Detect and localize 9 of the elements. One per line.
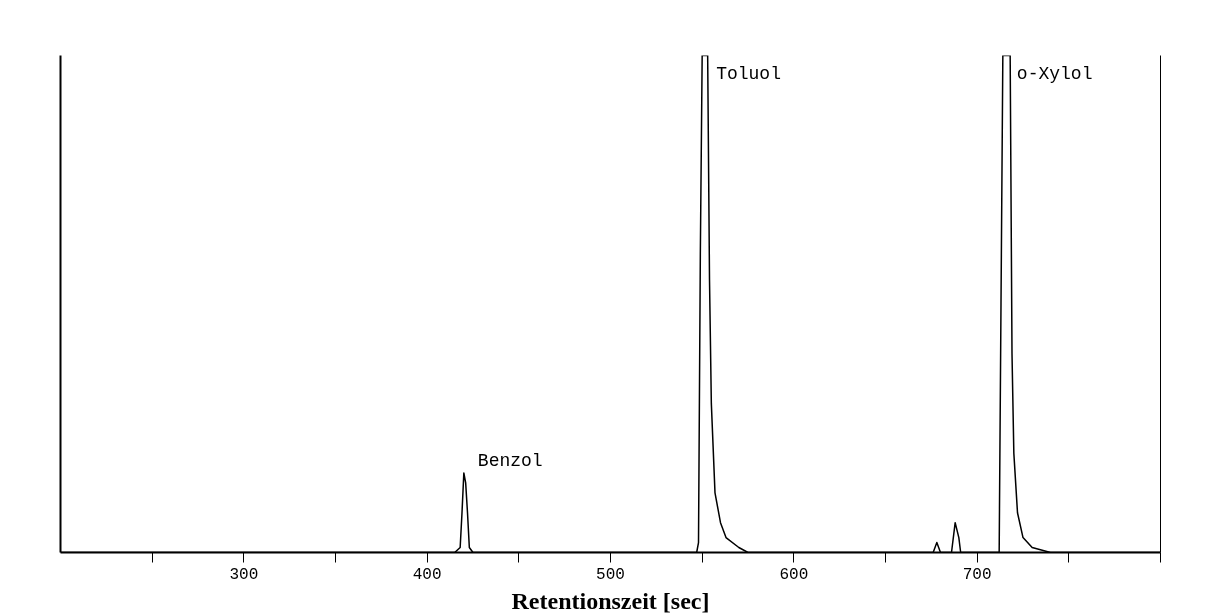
x-tick-label: 300: [229, 565, 259, 584]
x-tick-label: 600: [779, 565, 809, 584]
x-tick-label: 400: [412, 565, 442, 584]
x-tick-label: 700: [962, 565, 992, 584]
annotation: Benzol: [477, 450, 543, 471]
annotation: o-Xylol: [1016, 63, 1093, 84]
x-axis-title: Retentionszeit [sec]: [511, 587, 710, 614]
x-tick-label: 500: [596, 565, 625, 584]
annotation: Toluol: [716, 63, 781, 84]
